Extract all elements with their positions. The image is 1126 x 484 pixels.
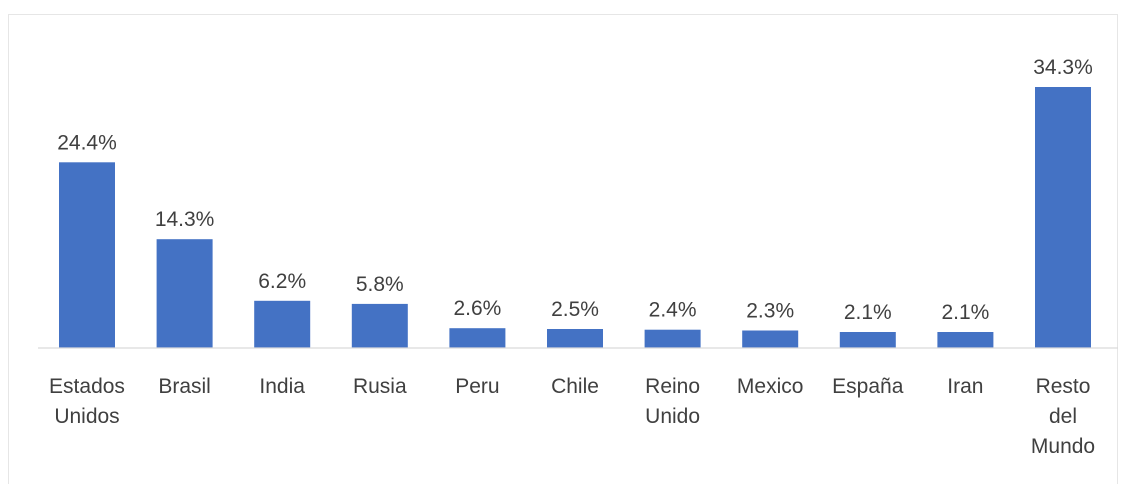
chart-area	[8, 14, 1118, 484]
bar	[644, 329, 701, 348]
category-label-line: India	[259, 375, 305, 398]
bar	[156, 239, 213, 348]
bar	[742, 330, 799, 348]
category-label: Peru	[455, 375, 499, 398]
bar	[59, 162, 115, 348]
category-label-line: Unido	[645, 405, 700, 428]
data-label: 6.2%	[258, 270, 306, 293]
category-label-line: Reino	[645, 375, 700, 398]
data-label: 24.4%	[57, 131, 117, 154]
bar	[254, 300, 311, 348]
category-label-line: Iran	[947, 375, 983, 398]
data-label: 14.3%	[155, 208, 215, 231]
data-label: 5.8%	[356, 273, 404, 296]
category-label-line: Peru	[455, 375, 499, 398]
category-label: Resto del Mundo	[1031, 375, 1095, 458]
category-label-line: Resto	[1036, 375, 1091, 398]
data-label: 2.4%	[649, 299, 697, 322]
category-label: India	[259, 375, 305, 398]
bar	[839, 332, 896, 348]
category-label-line: España	[832, 375, 904, 398]
data-label: 2.3%	[746, 300, 794, 323]
category-label-line: del	[1049, 405, 1077, 428]
category-label-line: Mundo	[1031, 435, 1095, 458]
category-labels: Estados Unidos Brasil India Rusia Peru Chile Re…	[49, 375, 1095, 458]
category-label: Reino Unido	[645, 375, 700, 428]
category-label-line: Unidos	[54, 405, 119, 428]
bar	[937, 332, 994, 348]
category-label: España	[832, 375, 904, 398]
bar	[449, 328, 506, 348]
bar	[351, 303, 408, 348]
category-label-line: Brasil	[158, 375, 211, 398]
bar	[1035, 87, 1091, 348]
category-label-line: Estados	[49, 375, 125, 398]
data-labels: 24.4% 14.3% 6.2% 5.8% 2.6% 2.5% 2.4% 2.3% 2.1% 2.…	[57, 56, 1093, 324]
category-label: Chile	[551, 375, 599, 398]
category-label: Iran	[947, 375, 983, 398]
data-label: 2.5%	[551, 298, 599, 321]
bars	[59, 87, 1091, 348]
data-label: 2.1%	[844, 301, 892, 324]
data-label: 2.6%	[453, 297, 501, 320]
data-label: 2.1%	[941, 301, 989, 324]
data-label: 34.3%	[1033, 56, 1093, 79]
bar	[547, 329, 603, 348]
category-label-line: Rusia	[353, 375, 407, 398]
category-label-line: Chile	[551, 375, 599, 398]
category-label: Rusia	[353, 375, 407, 398]
category-label: Estados Unidos	[49, 375, 125, 428]
category-label: Mexico	[737, 375, 804, 398]
category-label-line: Mexico	[737, 375, 804, 398]
category-label: Brasil	[158, 375, 211, 398]
